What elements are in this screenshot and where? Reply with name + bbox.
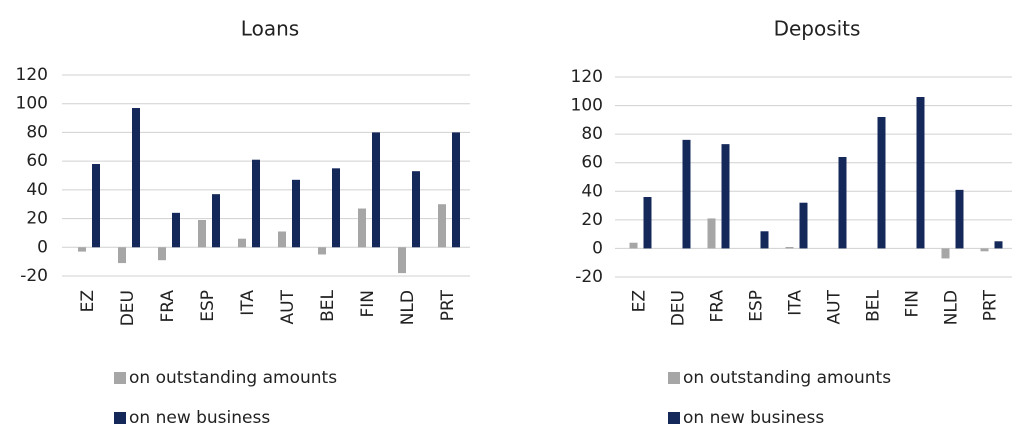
y-tick-label: 0: [37, 237, 48, 257]
y-tick-label: 20: [26, 209, 48, 229]
x-tick-label: NLD: [398, 290, 418, 325]
y-tick-label: 40: [581, 181, 603, 201]
bar: [629, 242, 638, 249]
x-tick-label: BEL: [864, 289, 884, 321]
x-tick-label: FRA: [158, 290, 178, 323]
bar: [238, 238, 246, 248]
bar: [721, 144, 730, 249]
legend-swatch: [668, 412, 680, 424]
bar: [877, 117, 886, 249]
y-tick-label: 120: [571, 67, 603, 87]
y-tick-label: 100: [16, 94, 48, 114]
y-tick-label: 60: [581, 153, 603, 173]
bar: [172, 212, 180, 248]
bar: [198, 220, 206, 248]
bar: [785, 247, 794, 249]
y-tick-label: 0: [592, 238, 603, 258]
bar: [252, 159, 260, 248]
bar: [643, 197, 652, 249]
legend-swatch: [668, 372, 680, 384]
y-tick-label: -20: [575, 267, 603, 287]
y-tick-label: 20: [581, 210, 603, 230]
bar: [994, 241, 1003, 249]
bar: [118, 247, 126, 264]
x-tick-label: AUT: [278, 289, 298, 324]
bar: [318, 247, 326, 255]
bar: [158, 247, 166, 261]
y-tick-label: 60: [26, 151, 48, 171]
y-tick-label: 40: [26, 180, 48, 200]
x-tick-label: ESP: [747, 290, 767, 322]
y-tick-label: 100: [571, 96, 603, 116]
legend-label: on new business: [683, 408, 824, 428]
bar: [438, 204, 446, 248]
bar: [412, 171, 420, 248]
x-tick-label: PRT: [981, 289, 1001, 321]
legend-label: on new business: [129, 408, 270, 428]
legend-swatch: [114, 372, 126, 384]
bar: [955, 189, 964, 249]
x-tick-label: ITA: [786, 290, 806, 316]
bar: [278, 231, 286, 248]
chart-title: Deposits: [774, 17, 861, 41]
bar: [92, 164, 100, 248]
bar: [707, 218, 716, 249]
legend-swatch: [114, 412, 126, 424]
legend-label: on outstanding amounts: [683, 368, 891, 388]
x-tick-label: EZ: [78, 290, 98, 312]
bar: [980, 248, 989, 252]
x-tick-label: EZ: [630, 290, 650, 312]
x-tick-label: PRT: [438, 289, 458, 321]
bar: [838, 157, 847, 249]
x-tick-label: ITA: [238, 290, 258, 316]
x-tick-label: DEU: [669, 290, 689, 326]
bar: [78, 247, 86, 252]
x-tick-label: BEL: [318, 289, 338, 321]
x-tick-label: ESP: [198, 290, 218, 322]
x-tick-label: NLD: [942, 290, 962, 325]
bar: [358, 208, 366, 248]
bar: [332, 168, 340, 248]
y-tick-label: 120: [16, 65, 48, 85]
bar: [682, 139, 691, 249]
bar: [452, 132, 460, 248]
y-tick-label: 80: [581, 124, 603, 144]
bar: [398, 247, 406, 274]
legend-label: on outstanding amounts: [129, 368, 337, 388]
y-tick-label: -20: [20, 266, 48, 286]
bar: [799, 202, 808, 249]
y-tick-label: 80: [26, 122, 48, 142]
x-tick-label: FRA: [708, 290, 728, 323]
bar: [292, 179, 300, 248]
x-tick-label: DEU: [118, 290, 138, 326]
bar: [941, 248, 950, 259]
chart-title: Loans: [241, 17, 299, 41]
x-tick-label: AUT: [825, 289, 845, 324]
bar: [372, 132, 380, 248]
bar: [212, 194, 220, 248]
bar: [916, 97, 925, 249]
bar: [760, 231, 769, 249]
bar: [132, 108, 140, 248]
x-tick-label: FIN: [358, 290, 378, 318]
x-tick-label: FIN: [903, 290, 923, 318]
